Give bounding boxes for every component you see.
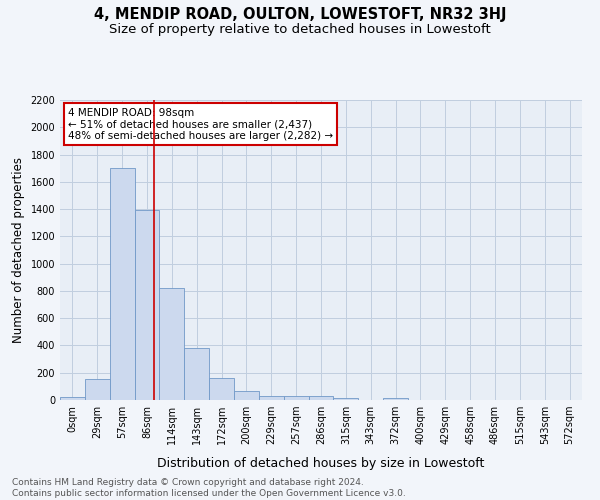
Y-axis label: Number of detached properties: Number of detached properties [12, 157, 25, 343]
Text: Size of property relative to detached houses in Lowestoft: Size of property relative to detached ho… [109, 22, 491, 36]
Bar [134, 210, 160, 400]
Bar [160, 288, 184, 400]
Bar [308, 396, 334, 400]
Bar [110, 168, 134, 400]
Bar [85, 379, 110, 400]
Bar [259, 396, 284, 400]
Bar [209, 378, 234, 400]
Text: 4, MENDIP ROAD, OULTON, LOWESTOFT, NR32 3HJ: 4, MENDIP ROAD, OULTON, LOWESTOFT, NR32 … [94, 8, 506, 22]
Bar [284, 396, 308, 400]
Text: Contains HM Land Registry data © Crown copyright and database right 2024.
Contai: Contains HM Land Registry data © Crown c… [12, 478, 406, 498]
Bar [60, 398, 85, 400]
Bar [334, 398, 358, 400]
Bar [184, 348, 209, 400]
Text: Distribution of detached houses by size in Lowestoft: Distribution of detached houses by size … [157, 458, 485, 470]
Text: 4 MENDIP ROAD: 98sqm
← 51% of detached houses are smaller (2,437)
48% of semi-de: 4 MENDIP ROAD: 98sqm ← 51% of detached h… [68, 108, 333, 140]
Bar [234, 390, 259, 400]
Bar [383, 398, 408, 400]
